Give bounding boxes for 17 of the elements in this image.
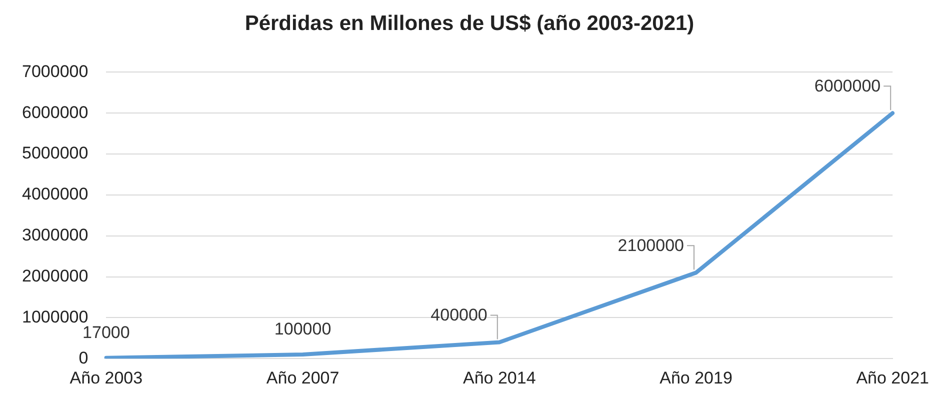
data-label: 100000 <box>274 320 332 339</box>
data-label: 400000 <box>430 305 488 324</box>
y-tick-label: 0 <box>78 348 88 368</box>
y-tick-label: 4000000 <box>22 184 88 204</box>
x-tick-label: Año 2014 <box>462 368 536 388</box>
y-tick-label: 2000000 <box>22 266 88 286</box>
chart-title: Pérdidas en Millones de US$ (año 2003-2021) <box>244 11 696 37</box>
y-tick-label: 3000000 <box>22 226 88 245</box>
data-label: 2100000 <box>618 236 684 255</box>
y-tick-label: 6000000 <box>22 102 88 122</box>
x-tick-label: Año 2019 <box>660 368 732 388</box>
y-tick-label: 5000000 <box>22 144 88 163</box>
x-tick-label: Año 2003 <box>70 368 143 388</box>
data-label: 6000000 <box>814 76 881 96</box>
y-tick-label: 7000000 <box>22 62 88 81</box>
x-tick-label: Año 2007 <box>266 368 340 388</box>
x-tick-label: Año 2021 <box>856 368 930 388</box>
